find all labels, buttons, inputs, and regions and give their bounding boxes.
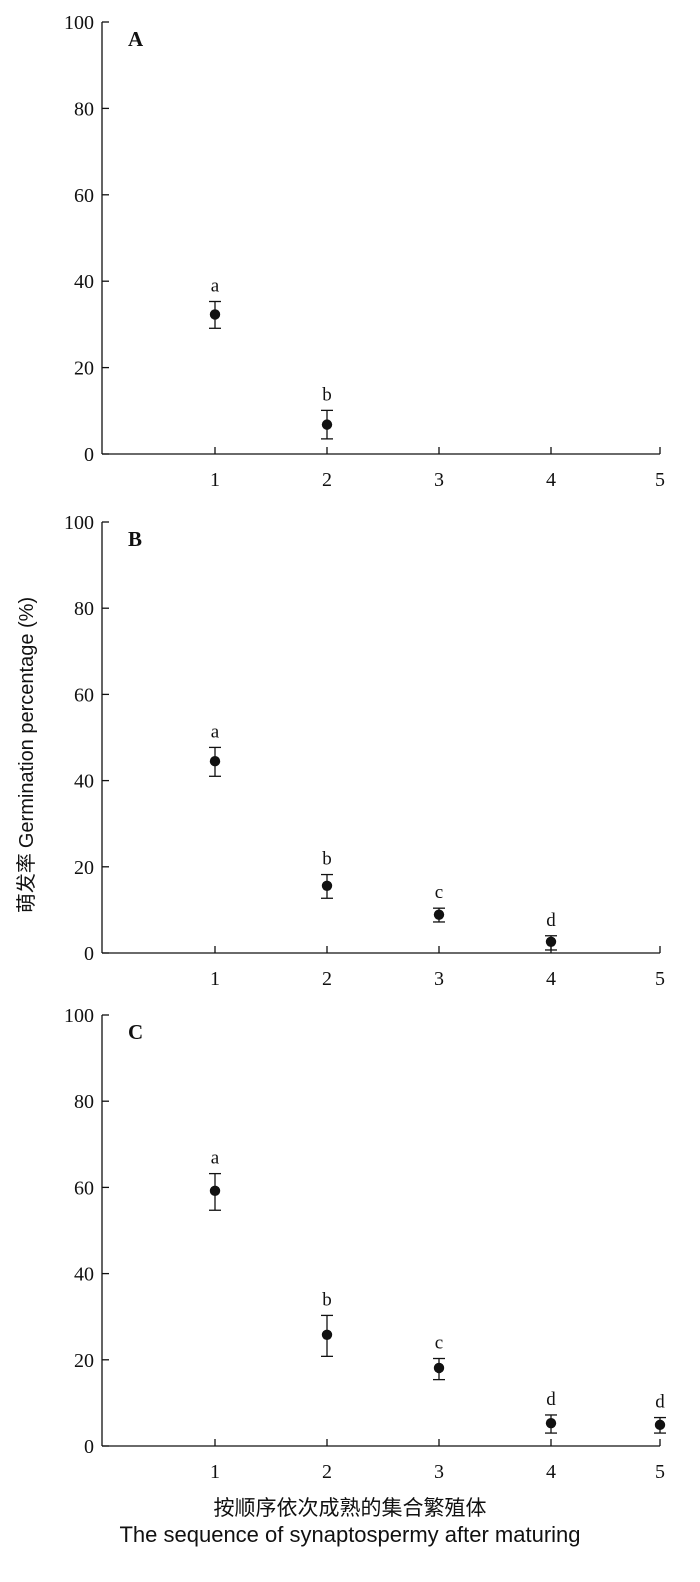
panel-a: 0 20 40 60 80 100 1 2 3 4 5 Aa b bbox=[64, 12, 665, 491]
data-point bbox=[654, 1419, 666, 1431]
data-point bbox=[545, 1417, 557, 1429]
significance-letter: c bbox=[435, 882, 443, 903]
x-tick-label: 1 bbox=[210, 1461, 220, 1483]
significance-letter: b bbox=[322, 849, 332, 870]
x-tick-label: 2 bbox=[322, 469, 332, 491]
x-tick-label: 5 bbox=[655, 469, 665, 491]
x-tick-label: 1 bbox=[210, 469, 220, 491]
x-tick-label: 5 bbox=[655, 968, 665, 990]
significance-letter: b bbox=[322, 1289, 332, 1310]
y-tick-label: 60 bbox=[74, 684, 94, 706]
data-point bbox=[433, 909, 445, 920]
x-tick-label: 4 bbox=[546, 1461, 556, 1483]
data-point bbox=[321, 880, 333, 891]
significance-letter: a bbox=[211, 721, 220, 742]
y-tick-label: 0 bbox=[84, 1436, 94, 1458]
y-tick-label: 40 bbox=[74, 771, 94, 793]
x-tick-label: 2 bbox=[322, 968, 332, 990]
panel-letter: A bbox=[128, 27, 144, 51]
significance-letter: d bbox=[546, 910, 556, 931]
y-tick-label: 20 bbox=[74, 358, 94, 380]
data-point bbox=[209, 1185, 221, 1197]
significance-letter: d bbox=[546, 1389, 556, 1410]
data-point bbox=[209, 756, 221, 767]
y-tick-label: 20 bbox=[74, 1350, 94, 1372]
data-point bbox=[209, 309, 221, 320]
x-tick-label: 3 bbox=[434, 1461, 444, 1483]
x-tick-label: 4 bbox=[546, 968, 556, 990]
y-tick-label: 80 bbox=[74, 98, 94, 120]
y-tick-label: 60 bbox=[74, 185, 94, 207]
panel-letter: B bbox=[128, 527, 142, 551]
y-tick-label: 0 bbox=[84, 444, 94, 466]
significance-letter: d bbox=[655, 1392, 665, 1413]
significance-letter: a bbox=[211, 1148, 220, 1169]
significance-letter: c bbox=[435, 1333, 443, 1354]
x-tick-label: 3 bbox=[434, 469, 444, 491]
y-tick-label: 100 bbox=[64, 512, 94, 534]
x-tick-label: 1 bbox=[210, 968, 220, 990]
data-point bbox=[321, 419, 333, 430]
panel-c: 0 20 40 60 80 100 1 2 3 4 5 Ca b c d d bbox=[64, 1005, 666, 1483]
panel-b: 0 20 40 60 80 100 1 2 3 4 5 Ba b c d bbox=[64, 512, 665, 990]
x-tick-label: 2 bbox=[322, 1461, 332, 1483]
y-tick-label: 0 bbox=[84, 943, 94, 965]
panel-letter: C bbox=[128, 1020, 143, 1044]
data-point bbox=[321, 1329, 333, 1341]
y-tick-label: 40 bbox=[74, 271, 94, 293]
y-axis-title-en: Germination percentage (%) bbox=[16, 596, 38, 849]
y-tick-label: 100 bbox=[64, 1005, 94, 1027]
data-point bbox=[433, 1362, 445, 1374]
x-axis-title-en: The sequence of synaptospermy after matu… bbox=[119, 1522, 581, 1547]
significance-letter: b bbox=[322, 384, 332, 405]
y-tick-label: 40 bbox=[74, 1264, 94, 1286]
x-tick-label: 5 bbox=[655, 1461, 665, 1483]
data-point bbox=[545, 936, 557, 947]
y-tick-label: 20 bbox=[74, 857, 94, 879]
x-axis-title-cn: 按顺序依次成熟的集合繁殖体 bbox=[213, 1496, 487, 1520]
y-axis-title-cn: 萌发率 bbox=[14, 853, 38, 914]
y-axis-title: 萌发率 Germination percentage (%) bbox=[10, 555, 39, 955]
y-tick-label: 80 bbox=[74, 598, 94, 620]
x-tick-label: 3 bbox=[434, 968, 444, 990]
y-tick-label: 100 bbox=[64, 12, 94, 34]
y-tick-label: 60 bbox=[74, 1177, 94, 1199]
y-tick-label: 80 bbox=[74, 1091, 94, 1113]
significance-letter: a bbox=[211, 276, 220, 297]
x-tick-label: 4 bbox=[546, 469, 556, 491]
